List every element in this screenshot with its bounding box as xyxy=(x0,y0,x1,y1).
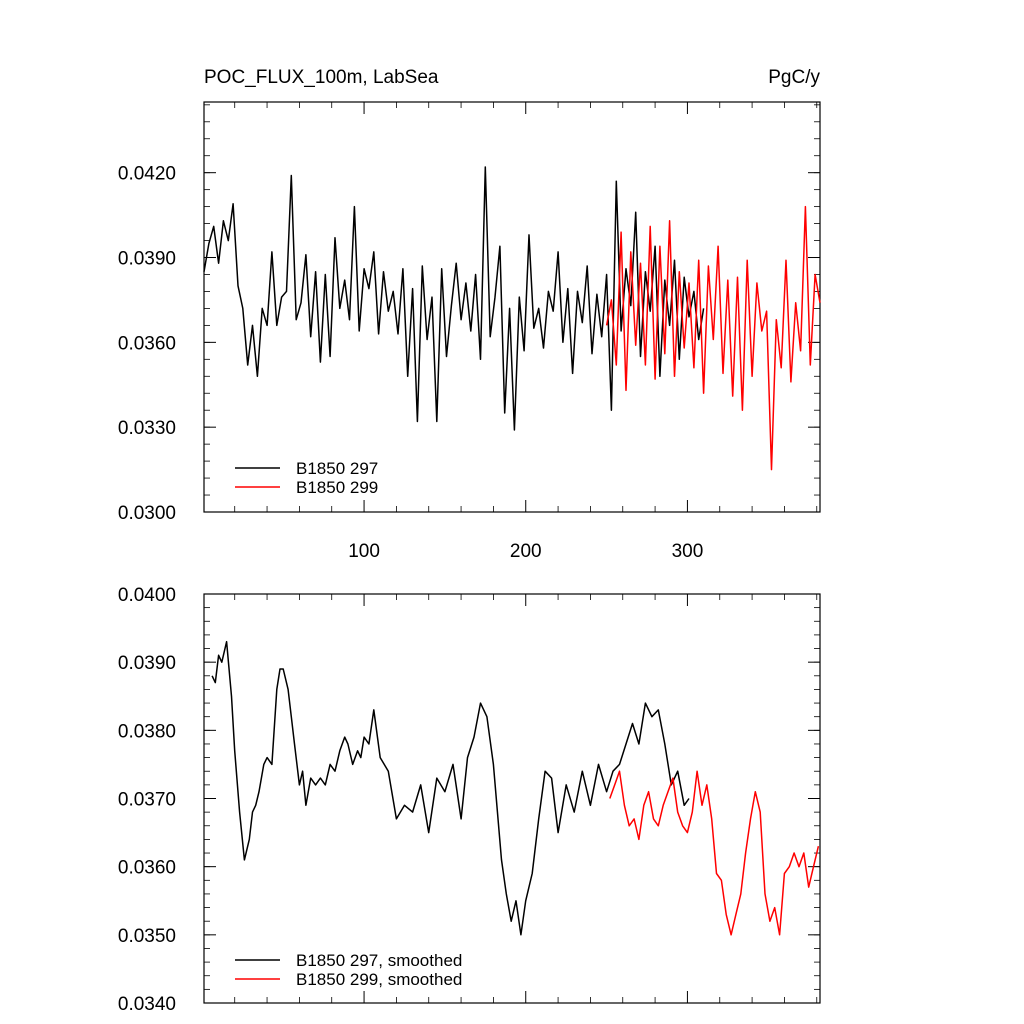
series-line-2 xyxy=(609,770,820,936)
bottom-panel-series xyxy=(211,640,820,936)
y-tick-label: 0.0360 xyxy=(118,333,176,354)
top-panel-axes: 0.0300 0.0330 0.0360 0.0390 0.0420 100 200 300 xyxy=(118,102,820,562)
y-tick-label: 0.0370 xyxy=(118,790,176,811)
plot-units: PgC/y xyxy=(768,67,820,88)
legend-label: B1850 297, smoothed xyxy=(296,951,462,970)
y-tick-label: 0.0300 xyxy=(118,503,176,524)
y-tick-label: 0.0400 xyxy=(118,585,176,606)
y-tick-label: 0.0350 xyxy=(118,926,176,947)
x-tick-label: 300 xyxy=(672,541,704,562)
x-tick-label: 100 xyxy=(348,541,380,562)
y-tick-label: 0.0390 xyxy=(118,653,176,674)
top-panel-frame xyxy=(203,101,821,513)
series-line-2 xyxy=(605,205,821,471)
y-tick-label: 0.0330 xyxy=(118,418,176,439)
y-tick-label: 0.0420 xyxy=(118,164,176,185)
bottom-panel-axes: 0.0340 0.0350 0.0360 0.0370 0.0380 0.0390 0.04… xyxy=(118,585,820,1015)
series-line-1 xyxy=(211,640,690,936)
y-tick-label: 0.0390 xyxy=(118,249,176,270)
x-tick-label: 200 xyxy=(510,541,542,562)
legend-label: B1850 299, smoothed xyxy=(296,970,462,989)
legend-label: B1850 297 xyxy=(296,459,378,478)
y-tick-label: 0.0360 xyxy=(118,858,176,879)
bottom-panel: 0.0340 0.0350 0.0360 0.0370 0.0380 0.0390 0.04… xyxy=(118,585,821,1015)
top-panel-series xyxy=(203,166,821,471)
series-line-1 xyxy=(203,166,705,431)
legend-label: B1850 299 xyxy=(296,478,378,497)
plot-title: POC_FLUX_100m, LabSea xyxy=(204,67,439,88)
y-tick-label: 0.0340 xyxy=(118,994,176,1015)
y-tick-label: 0.0380 xyxy=(118,721,176,742)
